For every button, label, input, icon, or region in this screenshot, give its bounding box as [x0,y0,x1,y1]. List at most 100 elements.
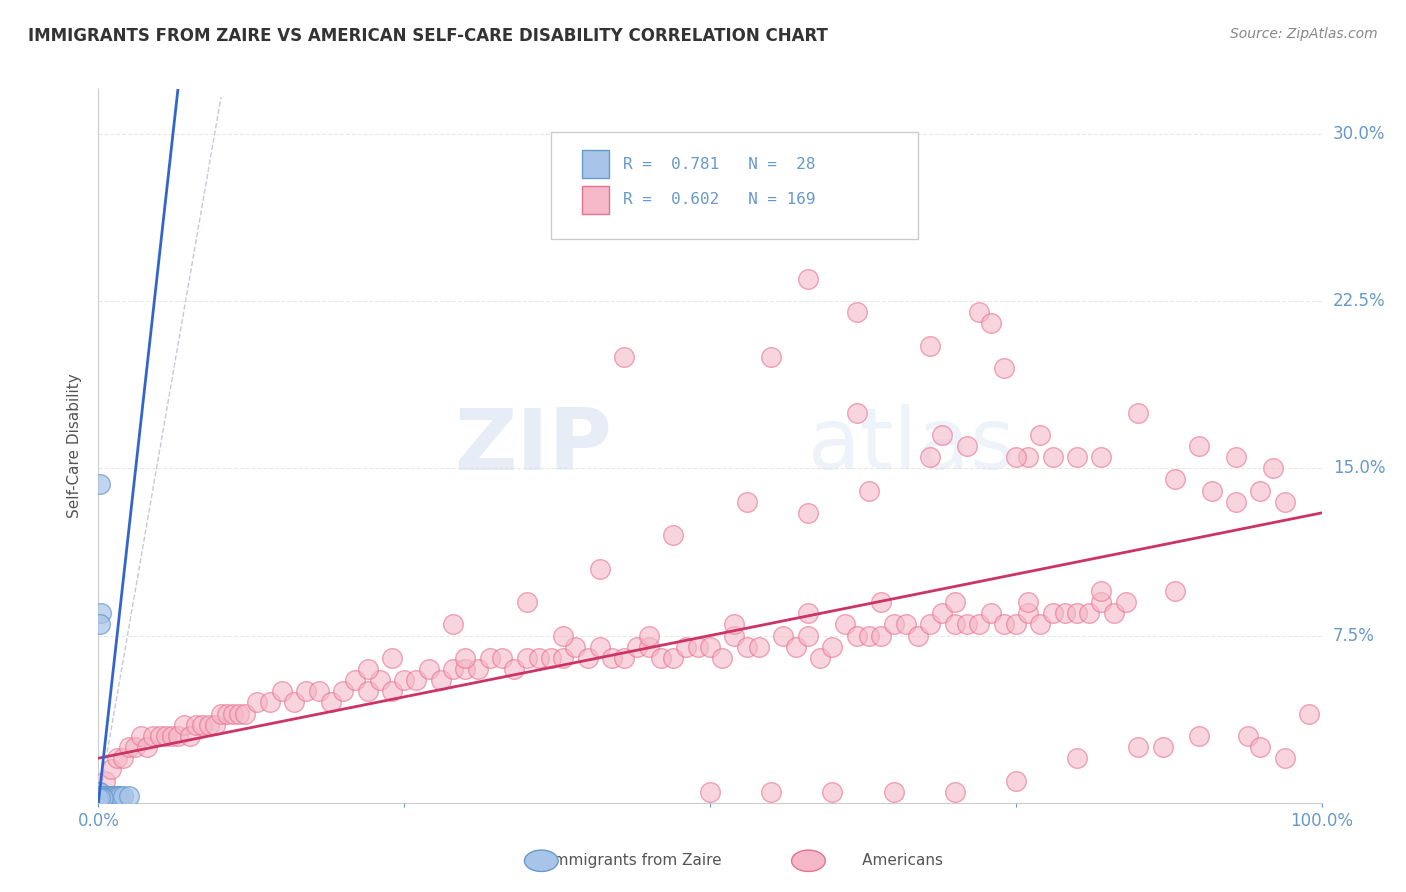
Point [87,789,110,803]
Point [662,651,685,665]
Point [1188,729,1211,743]
Point [1102,607,1125,621]
Y-axis label: Self-Care Disability: Self-Care Disability [67,374,83,518]
Point [136,740,159,755]
Point [845,305,868,319]
Point [553,651,575,665]
Point [1029,427,1052,442]
Text: Immigrants from Zaire: Immigrants from Zaire [516,854,721,868]
Point [589,562,612,576]
Point [142,729,165,743]
Point [215,706,238,721]
Point [332,684,354,698]
Point [91,789,114,803]
Point [626,640,648,654]
Point [907,628,929,642]
Point [967,305,990,319]
Point [381,684,404,698]
Point [883,785,905,799]
Point [1249,740,1271,755]
Point [283,696,305,710]
Point [1004,450,1026,465]
Point [179,729,201,743]
Point [1017,607,1039,621]
Point [613,651,636,665]
FancyBboxPatch shape [582,150,609,178]
Point [418,662,440,676]
Point [344,673,367,687]
Point [797,607,820,621]
Text: Source: ZipAtlas.com: Source: ZipAtlas.com [1230,27,1378,41]
Point [675,640,697,654]
Point [89,476,111,491]
Text: R =  0.781   N =  28: R = 0.781 N = 28 [623,157,815,171]
Point [1237,729,1260,743]
Point [97,789,120,803]
Point [209,706,232,721]
Point [96,789,118,803]
Point [160,729,183,743]
Point [797,628,820,642]
Point [1066,751,1088,765]
Point [613,350,636,364]
Point [118,789,141,803]
Point [90,607,112,621]
Point [368,673,391,687]
Point [454,662,477,676]
Point [735,494,758,508]
Point [111,751,134,765]
Point [124,740,146,755]
Text: 30.0%: 30.0% [1333,125,1385,143]
Text: 22.5%: 22.5% [1333,292,1385,310]
Point [993,360,1015,375]
Point [1152,740,1174,755]
Point [920,450,942,465]
Point [1188,439,1211,453]
Point [600,651,623,665]
Point [103,789,125,803]
Point [87,791,110,805]
Point [1004,773,1026,788]
Point [1274,751,1296,765]
Point [821,785,844,799]
Point [1004,617,1026,632]
Point [90,789,112,803]
Text: Americans: Americans [828,854,943,868]
Point [155,729,177,743]
Point [100,789,122,803]
Point [110,789,132,803]
Point [858,628,880,642]
Point [894,617,917,632]
Point [319,696,342,710]
Point [808,651,831,665]
Point [1066,450,1088,465]
Point [90,789,112,803]
Point [785,640,807,654]
Point [993,617,1015,632]
Point [956,617,979,632]
Point [87,785,110,799]
Point [527,651,550,665]
Point [91,791,114,805]
Point [1164,583,1187,598]
Text: atlas: atlas [808,404,1017,488]
Point [515,651,537,665]
Point [228,706,250,721]
Point [186,717,208,731]
Point [1090,583,1112,598]
Point [94,789,117,803]
Point [392,673,416,687]
Point [980,317,1002,331]
Point [107,789,129,803]
Point [89,617,111,632]
Point [699,785,721,799]
Point [93,773,115,788]
Point [553,628,575,642]
Point [1066,607,1088,621]
Point [259,696,281,710]
Point [1115,595,1137,609]
Point [515,595,537,609]
Point [686,640,709,654]
Point [650,651,672,665]
Point [167,729,190,743]
